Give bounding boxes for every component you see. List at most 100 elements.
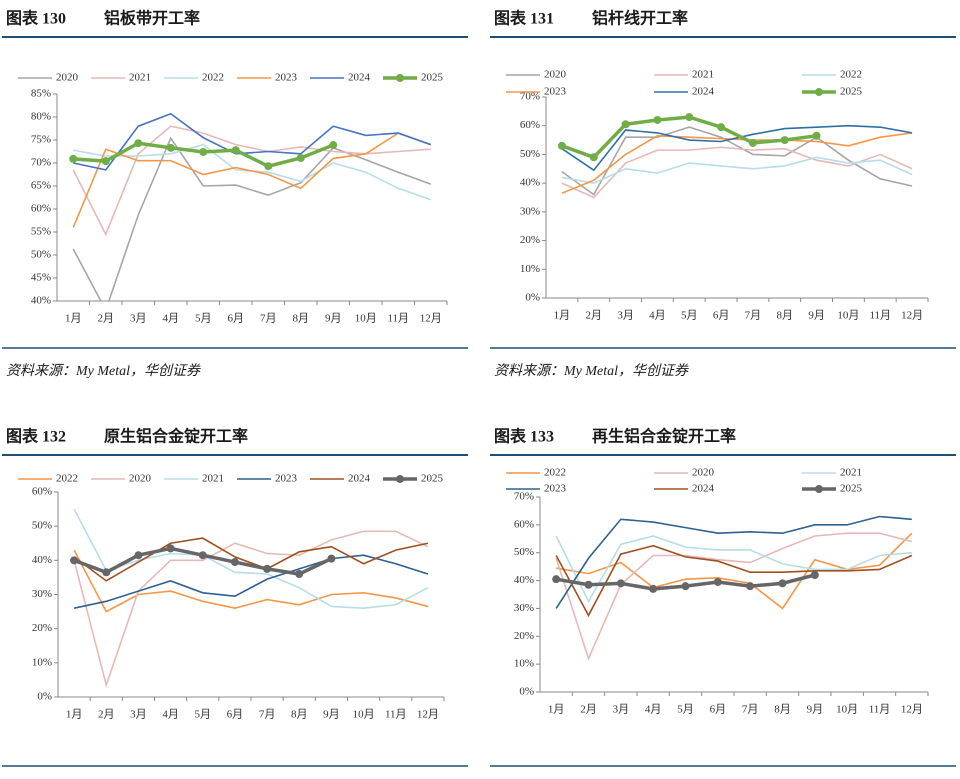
figure-title: 铝杆线开工率 [592, 9, 688, 28]
x-tick-label: 1月 [554, 310, 571, 322]
x-tick-label: 1月 [65, 313, 82, 325]
series-marker [70, 556, 79, 565]
x-tick-label: 9月 [807, 704, 824, 716]
series-marker [231, 146, 240, 155]
series-marker [102, 568, 111, 577]
figure-label: 图表 133 [494, 427, 554, 446]
x-tick-label: 6月 [713, 310, 730, 322]
x-tick-label: 12月 [417, 709, 439, 721]
legend-label: 2021 [202, 473, 224, 485]
x-tick-label: 5月 [195, 709, 212, 721]
series-marker [780, 136, 789, 145]
series-marker [295, 570, 304, 578]
x-tick-label: 4月 [649, 310, 666, 322]
series-marker [713, 577, 722, 586]
figure-label: 图表 132 [6, 427, 66, 446]
chart-panel: 图表 133再生铝合金锭开工率资料来源：My Metal，华创证券0%10%20… [490, 427, 956, 767]
x-tick-label: 6月 [227, 709, 244, 721]
series-marker [557, 141, 566, 150]
legend-label: 2025 [840, 86, 863, 98]
figure-label: 图表 131 [494, 9, 554, 28]
x-tick-label: 8月 [293, 313, 310, 325]
series-marker [653, 115, 662, 124]
y-tick-label: 0% [519, 686, 534, 698]
legend-label: 2025 [840, 483, 863, 495]
y-tick-label: 10% [514, 658, 534, 670]
series-marker [812, 131, 821, 140]
legend-label: 2024 [348, 473, 371, 485]
legend-label: 2023 [544, 483, 567, 495]
x-tick-label: 7月 [259, 709, 276, 721]
y-tick-label: 65% [31, 180, 51, 192]
y-tick-label: 70% [514, 491, 534, 503]
legend-label: 2021 [129, 72, 151, 84]
x-tick-label: 12月 [901, 310, 923, 322]
series-marker [778, 579, 787, 588]
legend-label: 2020 [129, 473, 152, 485]
series-marker [198, 551, 207, 560]
y-tick-label: 0% [37, 691, 52, 703]
y-tick-label: 85% [31, 88, 51, 100]
figure-title: 铝板带开工率 [104, 9, 200, 28]
y-tick-label: 70% [520, 91, 540, 103]
series-line [555, 532, 913, 661]
x-tick-label: 5月 [681, 310, 698, 322]
x-tick-label: 2月 [580, 704, 597, 716]
legend-label: 2024 [692, 86, 715, 98]
legend-marker [396, 74, 404, 82]
legend-label: 2020 [56, 72, 79, 84]
series-marker [166, 544, 175, 553]
x-tick-label: 8月 [774, 704, 791, 716]
series-marker [649, 584, 658, 593]
x-tick-label: 5月 [677, 704, 694, 716]
legend-label: 2025 [421, 473, 444, 485]
legend-marker [815, 485, 823, 493]
figure-title: 原生铝合金锭开工率 [104, 427, 248, 446]
series-marker [264, 162, 273, 171]
y-tick-label: 20% [514, 630, 534, 642]
series-marker [327, 554, 336, 563]
series-marker [589, 153, 598, 162]
x-tick-label: 1月 [66, 709, 83, 721]
series-marker [199, 147, 208, 156]
series-line [73, 112, 432, 171]
series-marker [69, 154, 78, 163]
x-tick-label: 4月 [163, 313, 180, 325]
series-marker [134, 551, 143, 560]
series-marker [748, 138, 757, 147]
y-tick-label: 70% [31, 157, 51, 169]
legend-label: 2023 [275, 72, 298, 84]
legend-label: 2024 [692, 483, 715, 495]
legend-label: 2021 [840, 467, 862, 479]
y-tick-label: 10% [32, 656, 52, 668]
series-marker [329, 141, 338, 150]
x-tick-label: 1月 [548, 704, 565, 716]
y-tick-label: 75% [31, 134, 51, 146]
x-tick-label: 4月 [162, 709, 179, 721]
legend-label: 2024 [348, 72, 371, 84]
y-tick-label: 60% [514, 518, 534, 530]
x-tick-label: 11月 [385, 709, 407, 721]
x-tick-label: 7月 [260, 313, 277, 325]
series-marker [134, 139, 143, 148]
y-tick-label: 80% [31, 111, 51, 123]
y-tick-label: 30% [520, 205, 540, 217]
series-marker [685, 113, 694, 122]
legend-label: 2022 [840, 69, 862, 81]
series-line [73, 508, 429, 609]
series-line [72, 132, 432, 228]
x-tick-label: 8月 [291, 709, 308, 721]
series-marker [746, 582, 755, 591]
legend-label: 2023 [275, 473, 298, 485]
x-tick-label: 11月 [387, 313, 409, 325]
x-tick-label: 12月 [420, 313, 442, 325]
series-marker [101, 157, 110, 166]
source-note: 资料来源：My Metal，华创证券 [6, 363, 201, 379]
x-tick-label: 7月 [742, 704, 759, 716]
legend-label: 2020 [544, 69, 567, 81]
series-line [73, 554, 429, 609]
figure-label: 图表 130 [6, 9, 66, 28]
figure-title: 再生铝合金锭开工率 [592, 427, 736, 446]
